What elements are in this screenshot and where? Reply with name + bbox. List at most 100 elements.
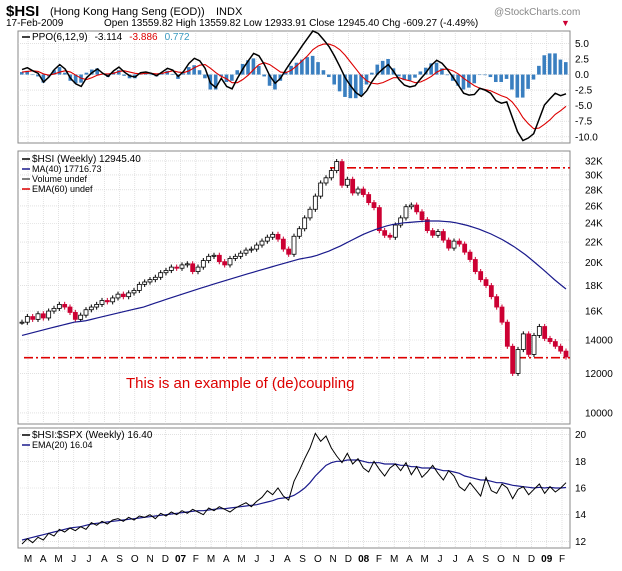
exchange-label: INDX [216,6,243,18]
index-name-label: (Hong Kong Hang Seng (EOD)) [50,6,205,18]
price-candle [163,270,169,274]
symbol-label: $HSI [6,3,39,20]
price-candle [552,341,558,347]
ratio-ytick-label: 20 [575,430,587,441]
xaxis-month-label: M [54,554,62,565]
ppo-histogram-bar [537,65,541,75]
ppo-histogram-bar [515,74,520,98]
legend-label: MA(40) 17716.73 [32,164,102,174]
ppo-ytick-label: 0.0 [575,70,589,81]
ppo-histogram-bar [359,74,363,96]
ppo-histogram-bar [219,74,223,77]
ppo-histogram-bar [364,74,369,85]
ppo-histogram-bar [143,73,148,75]
price-candle [520,333,526,350]
price-candle [296,228,302,237]
price-candle [344,178,350,186]
xaxis-month-label: O [497,554,505,565]
xaxis-month-label: 07 [175,554,187,565]
xaxis-month-label: 09 [541,554,553,565]
xaxis-month-label: D [528,554,535,565]
xaxis-month-label: A [40,554,47,565]
price-candle [115,293,121,299]
ppo-histogram-bar [542,55,547,75]
ppo-histogram-bar [434,62,439,75]
price-candle [526,333,532,355]
price-candle [120,293,126,298]
ppo-histogram-bar [467,74,471,88]
price-candle [51,307,57,312]
ppo-histogram-bar [181,73,186,75]
ppo-histogram-bar [197,70,202,75]
price-candle [24,316,30,323]
price-candle [462,243,468,253]
price-candle [142,281,148,285]
ppo-histogram-bar [25,70,29,75]
price-candle [88,306,94,311]
down-arrow-icon: ▼ [561,18,570,28]
ppo-ytick-label: 2.5 [575,55,589,66]
price-candle [83,309,89,316]
price-candle [78,314,84,320]
ppo-histogram-bar [375,64,380,75]
ppo-histogram-bar [251,58,256,75]
price-ytick-label: 10000 [585,408,613,419]
price-candle [110,297,116,303]
ppo-signal-line [21,43,567,130]
price-candle [451,240,457,249]
legend-label: $HSI:$SPX (Weekly) 16.40 [32,430,153,441]
ppo-histogram-bar [63,72,67,75]
ppo-histogram-bar [235,70,240,75]
ppo-histogram-bar [52,70,56,75]
legend-label: EMA(20) 16.04 [32,440,93,450]
xaxis-month-label: J [71,554,76,565]
price-candle [136,283,142,291]
price-candle [280,238,286,250]
price-candle [46,310,52,319]
ppo-histogram-bar [310,55,315,75]
legend-label: EMA(60) undef [32,184,93,194]
price-candle [206,255,212,261]
ppo-ytick-label: -7.5 [575,117,593,128]
xaxis-month-label: A [101,554,108,565]
ppo-histogram-bar [553,53,557,75]
price-candle [40,313,46,319]
price-candle [131,290,137,294]
xaxis-month-label: M [24,554,32,565]
xaxis-month-label: N [330,554,337,565]
price-candle [408,204,414,208]
ppo-histogram-bar [321,70,326,75]
price-candle [232,255,238,259]
price-candle [483,279,489,286]
price-candle [435,231,441,236]
ppo-histogram-bar [300,59,304,75]
ratio-ema-line [21,459,567,541]
price-candle [387,234,393,238]
price-candle [174,266,180,269]
ppo-histogram-bar [397,74,401,77]
price-candle [302,217,308,230]
price-candle [291,235,297,255]
ppo-histogram-bar [337,74,342,92]
date-label: 17-Feb-2009 [6,18,64,29]
price-candle [371,202,377,208]
price-candle [200,260,206,268]
legend-label: $HSI (Weekly) 12945.40 [32,154,141,165]
ppo-histogram-bar [203,74,207,79]
xaxis-month-label: M [421,554,429,565]
ppo-histogram-bar [41,74,46,83]
xaxis-month-label: A [284,554,291,565]
ppo-histogram-bar [267,74,272,86]
price-candle [72,312,78,320]
legend-label: PPO(6,12,9) [32,32,88,43]
xaxis-month-label: J [87,554,92,565]
ppo-histogram-bar [564,62,568,75]
xaxis-month-label: 08 [358,554,370,565]
ppo-histogram-bar [316,62,320,75]
ppo-histogram-bar [370,72,374,75]
xaxis-month-label: F [376,554,382,565]
ppo-histogram-bar [353,74,358,99]
quote-label: Open 13559.82 High 13559.82 Low 12933.91… [104,18,478,29]
ppo-histogram-bar [95,68,100,75]
